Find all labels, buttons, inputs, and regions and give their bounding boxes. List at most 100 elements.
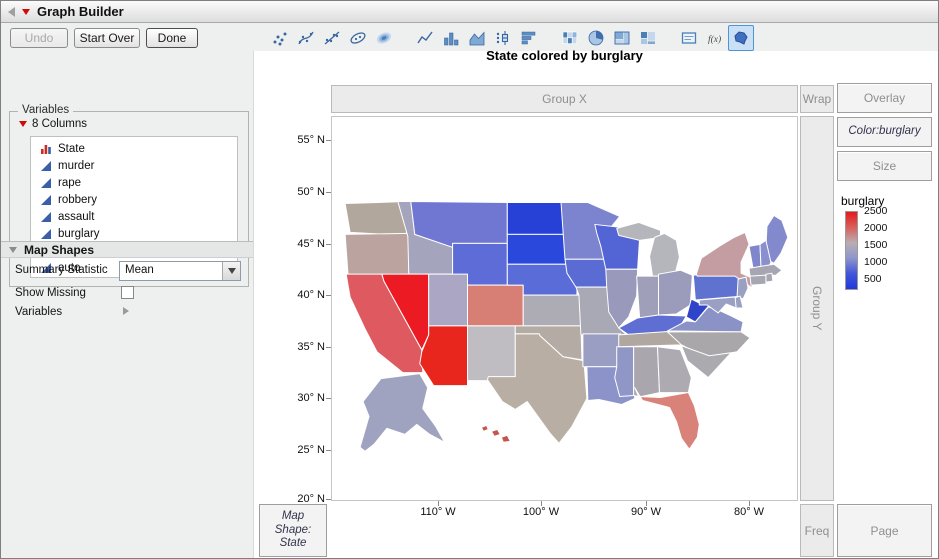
list-item[interactable]: burglary — [31, 225, 237, 242]
tick-mark — [326, 347, 331, 348]
map-shape-zone[interactable]: Map Shape: State — [259, 504, 327, 557]
list-item[interactable]: murder — [31, 157, 237, 174]
column-name: rape — [58, 176, 82, 189]
wrap-zone[interactable]: Wrap — [800, 85, 834, 113]
bar-tool-icon[interactable] — [438, 25, 464, 51]
tick-mark — [541, 501, 542, 506]
disclosure-open-icon[interactable] — [9, 246, 17, 253]
red-triangle-menu-icon[interactable] — [22, 8, 30, 15]
columns-red-triangle-icon[interactable] — [19, 121, 27, 127]
state-RI[interactable] — [765, 272, 774, 283]
y-tick-label: 30° N — [297, 392, 325, 404]
state-PA[interactable] — [692, 272, 743, 301]
continuous-column-icon — [41, 211, 51, 222]
state-CO[interactable] — [467, 284, 524, 327]
map-shapes-header[interactable]: Map Shapes — [1, 241, 253, 258]
collapse-panel-icon[interactable] — [8, 6, 15, 17]
list-item[interactable]: rape — [31, 174, 237, 191]
ellipse-tool-icon[interactable] — [345, 25, 371, 51]
undo-button[interactable]: Undo — [10, 28, 68, 48]
state-WA[interactable] — [344, 201, 408, 236]
state-HI[interactable] — [490, 428, 501, 437]
legend-tick: 2000 — [864, 222, 888, 234]
state-VT[interactable] — [748, 243, 762, 269]
tick-mark — [326, 192, 331, 193]
state-IN[interactable] — [636, 275, 660, 319]
heatmap-tool-icon[interactable] — [557, 25, 583, 51]
state-NJ[interactable] — [736, 276, 749, 300]
size-zone[interactable]: Size — [837, 151, 932, 181]
state-HI[interactable] — [480, 424, 489, 432]
pie-tool-icon[interactable] — [583, 25, 609, 51]
state-ND[interactable] — [506, 202, 566, 235]
contour-tool-icon[interactable] — [371, 25, 397, 51]
freq-zone[interactable]: Freq — [800, 504, 834, 557]
dropdown-arrow-icon[interactable] — [222, 262, 240, 280]
variables-disclosure-icon[interactable] — [123, 307, 129, 315]
legend-gradient[interactable] — [845, 211, 858, 290]
line-of-fit-tool-icon[interactable] — [319, 25, 345, 51]
continuous-column-icon — [41, 194, 51, 205]
box-plot-tool-icon[interactable] — [490, 25, 516, 51]
state-MD[interactable] — [698, 296, 737, 314]
treemap-tool-icon[interactable] — [609, 25, 635, 51]
overlay-zone[interactable]: Overlay — [837, 83, 932, 113]
window-title: Graph Builder — [37, 4, 124, 19]
plot-area[interactable] — [331, 116, 798, 501]
caption-box-tool-icon[interactable] — [676, 25, 702, 51]
state-SD[interactable] — [506, 233, 568, 265]
legend-title: burglary — [841, 194, 885, 208]
state-IL[interactable] — [605, 268, 639, 329]
smoother-tool-icon[interactable] — [293, 25, 319, 51]
map-shapes-tool-icon[interactable] — [728, 25, 754, 51]
state-HI[interactable] — [500, 434, 511, 443]
line-tool-icon[interactable] — [412, 25, 438, 51]
show-missing-checkbox[interactable] — [121, 286, 134, 299]
state-AR[interactable] — [582, 333, 622, 368]
map-shapes-title: Map Shapes — [24, 242, 95, 257]
group-x-zone[interactable]: Group X — [331, 85, 798, 113]
list-item[interactable]: State — [31, 140, 237, 157]
state-OH[interactable] — [658, 269, 693, 316]
state-SC[interactable] — [680, 345, 732, 379]
list-item[interactable]: auto — [31, 259, 237, 276]
list-item[interactable]: assault — [31, 208, 237, 225]
state-NY[interactable] — [695, 231, 760, 288]
state-MS[interactable] — [614, 346, 635, 398]
column-name: murder — [58, 159, 95, 172]
state-MI[interactable] — [649, 232, 680, 277]
list-item[interactable]: robbery — [31, 191, 237, 208]
color-zone[interactable]: Color:burglary — [837, 117, 932, 147]
map-shape-zone-value: State — [279, 537, 307, 550]
formula-tool-icon[interactable]: f(x) — [702, 25, 728, 51]
continuous-column-icon — [41, 262, 51, 273]
state-CT[interactable] — [749, 274, 767, 286]
histogram-tool-icon[interactable] — [516, 25, 542, 51]
state-OR[interactable] — [344, 232, 410, 277]
mosaic-tool-icon[interactable] — [635, 25, 661, 51]
page-zone[interactable]: Page — [837, 504, 932, 557]
state-AL[interactable] — [633, 346, 661, 398]
summary-statistic-dropdown[interactable]: Mean — [119, 261, 241, 281]
state-FL[interactable] — [634, 387, 700, 450]
state-MA[interactable] — [748, 263, 783, 277]
state-KS[interactable] — [522, 294, 582, 327]
points-tool-icon[interactable] — [267, 25, 293, 51]
columns-outline[interactable]: 8 Columns — [19, 118, 87, 130]
y-tick-label: 45° N — [297, 238, 325, 250]
area-tool-icon[interactable] — [464, 25, 490, 51]
state-AK[interactable] — [359, 373, 446, 452]
tick-mark — [326, 450, 331, 451]
graph-title: State colored by burglary — [486, 48, 643, 63]
tick-mark — [326, 295, 331, 296]
state-TX[interactable] — [486, 333, 588, 444]
column-name: State — [58, 142, 85, 155]
state-NM[interactable] — [467, 325, 516, 382]
start-over-button[interactable]: Start Over — [74, 28, 140, 48]
group-y-zone[interactable]: Group Y — [800, 116, 834, 501]
done-button[interactable]: Done — [146, 28, 198, 48]
column-name: robbery — [58, 193, 97, 206]
state-GA[interactable] — [657, 346, 692, 394]
x-tick-label: 90° W — [630, 506, 662, 518]
state-UT[interactable] — [428, 273, 469, 327]
